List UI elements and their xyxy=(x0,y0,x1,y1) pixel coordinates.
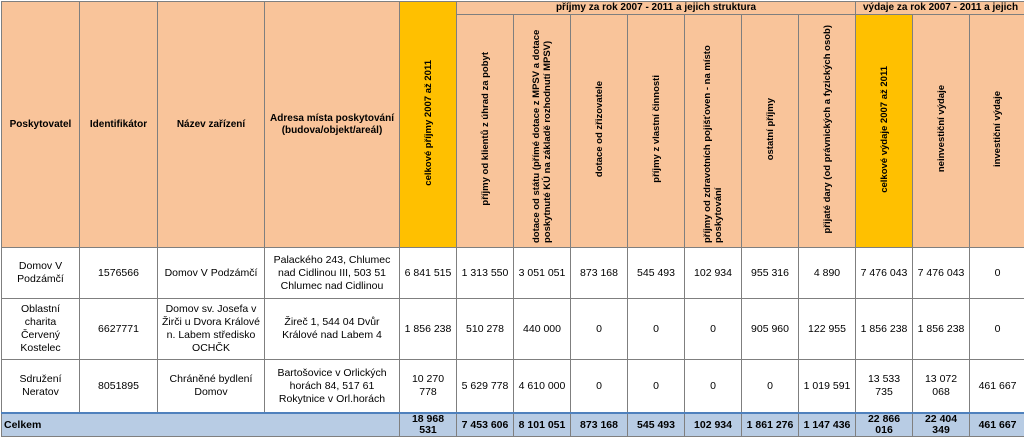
cell-provider: Sdružení Neratov xyxy=(2,360,80,414)
col-header-label: dotace od státu (přímé dotace z MPSV a d… xyxy=(531,15,553,243)
col-header-label: investiční výdaje xyxy=(992,91,1003,167)
total-value: 1 147 436 xyxy=(799,413,856,437)
cell-value: 0 xyxy=(571,360,628,414)
group-header-row: Poskytovatel Identifikátor Název zařízen… xyxy=(2,2,1024,15)
cell-value: 0 xyxy=(628,299,685,360)
col-header-donations: přijaté dary (od právnických a fyzických… xyxy=(799,15,856,248)
total-value: 22 866 016 xyxy=(856,413,913,437)
cell-value: 955 316 xyxy=(742,248,799,299)
cell-value: 6 841 515 xyxy=(400,248,457,299)
cell-value: 510 278 xyxy=(457,299,514,360)
col-header-own-activity: příjmy z vlastní činnosti xyxy=(628,15,685,248)
cell-value: 7 476 043 xyxy=(913,248,970,299)
cell-address: Palackého 243, Chlumec nad Cidlinou III,… xyxy=(265,248,400,299)
col-header-state-subsidy: dotace od státu (přímé dotace z MPSV a d… xyxy=(514,15,571,248)
total-value: 7 453 606 xyxy=(457,413,514,437)
cell-value: 440 000 xyxy=(514,299,571,360)
cell-value: 873 168 xyxy=(571,248,628,299)
cell-value: 4 890 xyxy=(799,248,856,299)
col-header-total-income-label: celkové příjmy 2007 až 2011 xyxy=(423,60,434,186)
group-header-income: příjmy za rok 2007 - 2011 a jejich struk… xyxy=(457,2,856,15)
cell-value: 1 856 238 xyxy=(400,299,457,360)
col-header-invest-expense: investiční výdaje xyxy=(970,15,1024,248)
cell-value: 5 629 778 xyxy=(457,360,514,414)
table-row: Domov V Podzámčí 1576566 Domov V Podzámč… xyxy=(2,248,1024,299)
group-header-expense: výdaje za rok 2007 - 2011 a jejich xyxy=(856,2,1024,15)
cell-provider: Oblastní charita Červený Kostelec xyxy=(2,299,80,360)
col-header-provider: Poskytovatel xyxy=(2,2,80,248)
col-header-founder-subsidy: dotace od zřizovatele xyxy=(571,15,628,248)
cell-value: 10 270 778 xyxy=(400,360,457,414)
col-header-label: dotace od zřizovatele xyxy=(594,81,605,177)
cell-value: 545 493 xyxy=(628,248,685,299)
cell-provider: Domov V Podzámčí xyxy=(2,248,80,299)
cell-value: 905 960 xyxy=(742,299,799,360)
total-value: 461 667 xyxy=(970,413,1024,437)
total-value: 873 168 xyxy=(571,413,628,437)
col-header-health-insurance: příjmy od zdravotních pojišťoven - na mí… xyxy=(685,15,742,248)
cell-value: 1 856 238 xyxy=(856,299,913,360)
cell-value: 1 313 550 xyxy=(457,248,514,299)
col-header-client-income: příjmy od klientů z úhrad za pobyt xyxy=(457,15,514,248)
cell-value: 0 xyxy=(970,248,1024,299)
cell-facility: Chráněné bydlení Domov xyxy=(158,360,265,414)
total-value: 18 968 531 xyxy=(400,413,457,437)
cell-identifier: 8051895 xyxy=(80,360,158,414)
col-header-address: Adresa místa poskytování (budova/objekt/… xyxy=(265,2,400,248)
table-row: Oblastní charita Červený Kostelec 662777… xyxy=(2,299,1024,360)
cell-value: 1 856 238 xyxy=(913,299,970,360)
total-value: 22 404 349 xyxy=(913,413,970,437)
total-row: Celkem 18 968 531 7 453 606 8 101 051 87… xyxy=(2,413,1024,437)
cell-facility: Domov sv. Josefa v Žirči u Dvora Králové… xyxy=(158,299,265,360)
cell-value: 7 476 043 xyxy=(856,248,913,299)
cell-value: 3 051 051 xyxy=(514,248,571,299)
cell-value: 102 934 xyxy=(685,248,742,299)
table-row: Sdružení Neratov 8051895 Chráněné bydlen… xyxy=(2,360,1024,414)
total-value: 545 493 xyxy=(628,413,685,437)
col-header-total-income: celkové příjmy 2007 až 2011 xyxy=(400,2,457,248)
cell-value: 0 xyxy=(970,299,1024,360)
col-header-other-income: ostatní příjmy xyxy=(742,15,799,248)
total-value: 102 934 xyxy=(685,413,742,437)
col-header-label: příjmy z vlastní činnosti xyxy=(651,75,662,183)
cell-address: Bartošovice v Orlických horách 84, 517 6… xyxy=(265,360,400,414)
col-header-noninvest-expense: neinvestiční výdaje xyxy=(913,15,970,248)
cell-value: 0 xyxy=(742,360,799,414)
col-header-label: ostatní příjmy xyxy=(765,98,776,160)
cell-value: 0 xyxy=(628,360,685,414)
cell-value: 13 072 068 xyxy=(913,360,970,414)
cell-address: Žireč 1, 544 04 Dvůr Králové nad Labem 4 xyxy=(265,299,400,360)
col-header-label: příjmy od klientů z úhrad za pobyt xyxy=(480,52,491,206)
cell-value: 122 955 xyxy=(799,299,856,360)
cell-value: 1 019 591 xyxy=(799,360,856,414)
col-header-label: příjmy od zdravotních pojišťoven - na mí… xyxy=(702,15,724,243)
cell-value: 0 xyxy=(685,360,742,414)
cell-value: 0 xyxy=(685,299,742,360)
col-header-total-expense: celkové výdaje 2007 až 2011 xyxy=(856,15,913,248)
col-header-facility-name: Název zařízení xyxy=(158,2,265,248)
cell-identifier: 6627771 xyxy=(80,299,158,360)
cell-value: 461 667 xyxy=(970,360,1024,414)
col-header-label: neinvestiční výdaje xyxy=(936,85,947,172)
col-header-identifier: Identifikátor xyxy=(80,2,158,248)
cell-value: 0 xyxy=(571,299,628,360)
total-value: 1 861 276 xyxy=(742,413,799,437)
cell-facility: Domov V Podzámčí xyxy=(158,248,265,299)
col-header-label: celkové výdaje 2007 až 2011 xyxy=(879,66,890,193)
cell-identifier: 1576566 xyxy=(80,248,158,299)
total-label: Celkem xyxy=(2,413,400,437)
cell-value: 4 610 000 xyxy=(514,360,571,414)
col-header-label: přijaté dary (od právnických a fyzických… xyxy=(822,25,833,234)
total-value: 8 101 051 xyxy=(514,413,571,437)
cell-value: 13 533 735 xyxy=(856,360,913,414)
